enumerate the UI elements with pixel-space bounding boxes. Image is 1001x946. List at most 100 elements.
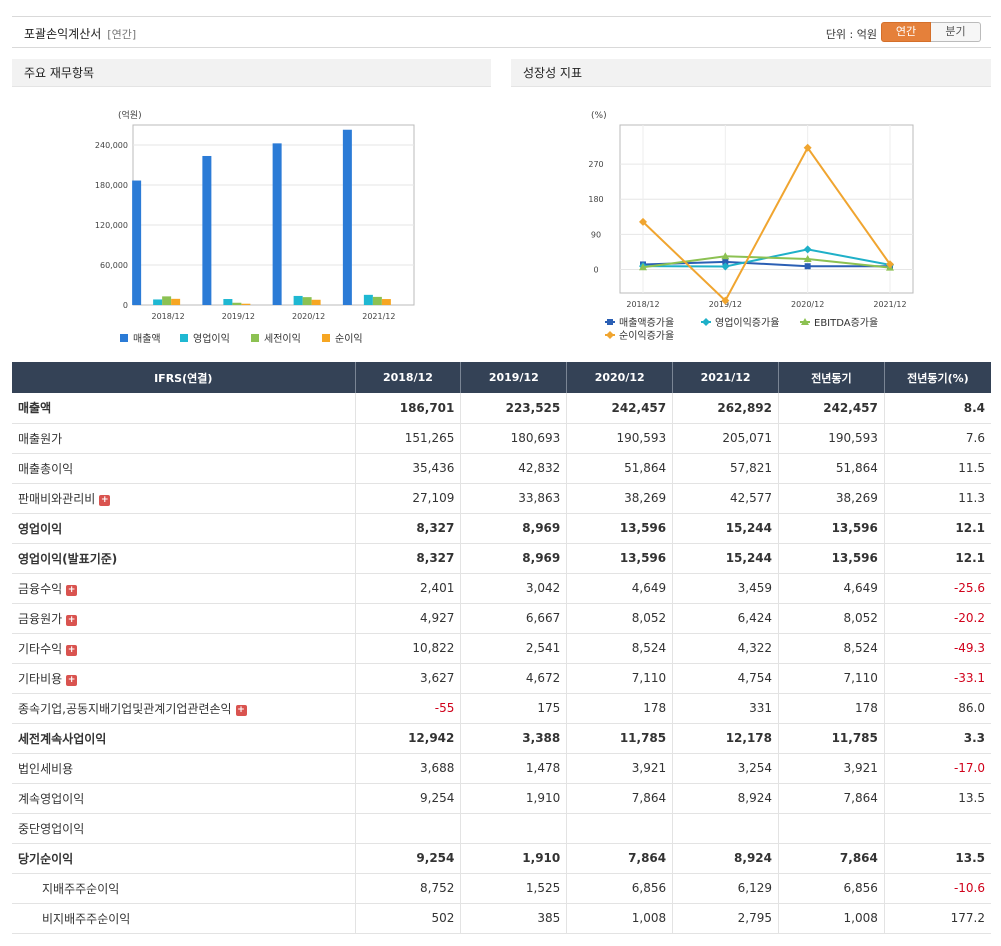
row-label-text: 기타비용	[18, 671, 63, 686]
legend-label: 순이익	[335, 333, 363, 345]
bar	[293, 295, 303, 305]
table-row: 매출액 186,701 223,525 242,457 262,892 242,457 8.…	[12, 393, 991, 424]
table-cell: 190,593	[566, 423, 674, 454]
expand-icon[interactable]: +	[235, 704, 247, 716]
row-label-text: 판매비와관리비	[18, 491, 96, 506]
table-cell	[778, 813, 885, 844]
table-row: 계속영업이익 9,254 1,910 7,864 8,924 7,864 13.5	[12, 783, 991, 814]
column-header: 2018/12	[355, 362, 462, 393]
table-cell: 8,752	[355, 873, 462, 904]
table-cell: 3,921	[566, 753, 674, 784]
expand-icon[interactable]: +	[99, 494, 111, 506]
row-label: 매출총이익	[12, 453, 356, 484]
table-cell: 15,244	[672, 512, 779, 544]
row-label-text: 법인세비용	[18, 761, 74, 776]
legend-label: 영업이익증가율	[715, 316, 779, 329]
table-row: 기타수익 +10,822 2,541 8,524 4,322 8,524 -49.3	[12, 633, 991, 664]
y-tick-label: 240,000	[95, 141, 128, 150]
data-point	[803, 143, 812, 152]
row-label: 지배주주순이익	[12, 873, 356, 904]
bar	[302, 297, 312, 305]
row-label: 법인세비용	[12, 753, 356, 784]
table-cell: 8,052	[566, 603, 674, 634]
table-cell: 7,864	[778, 842, 885, 874]
table-cell: 6,129	[672, 873, 779, 904]
expand-icon[interactable]: +	[66, 644, 78, 656]
bar	[132, 180, 142, 305]
table-cell: 33,863	[460, 483, 568, 514]
table-row: 매출원가 151,265 180,693 190,593 205,071 190,593 7…	[12, 423, 991, 454]
table-cell: 3,688	[355, 753, 462, 784]
table-cell: 3.3	[884, 722, 991, 754]
row-label: 기타수익 +	[12, 633, 356, 664]
period-toggle: 연간 분기	[881, 22, 981, 42]
table-cell	[566, 813, 674, 844]
table-row: 지배주주순이익 8,752 1,525 6,856 6,129 6,856 -10.6	[12, 873, 991, 904]
table-cell: 3,627	[355, 663, 462, 694]
legend-label: 세전이익	[264, 333, 301, 345]
legend-label: 순이익증가율	[619, 330, 674, 342]
table-cell: 331	[672, 693, 779, 724]
table-cell: 4,754	[672, 663, 779, 694]
table-cell: 12,942	[355, 722, 462, 754]
table-cell: 1,008	[778, 903, 885, 934]
bar	[223, 299, 233, 305]
table-cell: 13.5	[884, 783, 991, 814]
legend-swatch	[180, 334, 188, 342]
table-cell: 7,110	[566, 663, 674, 694]
table-cell	[355, 813, 462, 844]
table-cell: 7,110	[778, 663, 885, 694]
table-cell: 8,524	[566, 633, 674, 664]
table-cell: 2,795	[672, 903, 779, 934]
row-label-text: 기타수익	[18, 641, 63, 656]
row-label: 중단영업이익	[12, 813, 356, 844]
row-label: 세전계속사업이익	[12, 722, 356, 754]
data-point	[607, 319, 613, 325]
row-label: 판매비와관리비 +	[12, 483, 356, 514]
table-cell: 4,649	[778, 572, 885, 604]
x-tick-label: 2018/12	[626, 300, 659, 309]
table-cell: -33.1	[884, 663, 991, 694]
tab-quarter[interactable]: 분기	[931, 22, 981, 42]
table-cell: 11,785	[566, 722, 674, 754]
expand-icon[interactable]: +	[66, 674, 78, 686]
bar	[363, 294, 373, 305]
row-label-text: 비지배주주순이익	[42, 911, 131, 926]
expand-icon[interactable]: +	[66, 614, 78, 626]
row-label-text: 계속영업이익	[18, 791, 85, 806]
table-row: 판매비와관리비 +27,109 33,863 38,269 42,577 38,269 11…	[12, 483, 991, 514]
table-cell: 8.4	[884, 393, 991, 424]
table-cell: 35,436	[355, 453, 462, 484]
expand-icon[interactable]: +	[66, 584, 78, 596]
table-cell: 2,401	[355, 572, 462, 604]
table-cell: 6,856	[778, 873, 885, 904]
statement-title: 포괄손익계산서 [연간]	[24, 25, 136, 42]
table-row: 영업이익 8,327 8,969 13,596 15,244 13,596 12.1	[12, 512, 991, 544]
table-cell: 180,693	[460, 423, 568, 454]
table-row: 금융수익 +2,401 3,042 4,649 3,459 4,649 -25.6	[12, 572, 991, 604]
table-cell: -17.0	[884, 753, 991, 784]
table-cell: 8,327	[355, 512, 462, 544]
bar	[381, 299, 391, 305]
table-row: 매출총이익 35,436 42,832 51,864 57,821 51,864 11.5	[12, 453, 991, 484]
table-cell: 8,969	[460, 542, 568, 574]
table-cell: 3,254	[672, 753, 779, 784]
table-cell: 15,244	[672, 542, 779, 574]
row-label-text: 당기순이익	[18, 851, 74, 866]
table-cell: 11,785	[778, 722, 885, 754]
tab-annual[interactable]: 연간	[881, 22, 931, 42]
table-cell: 4,649	[566, 572, 674, 604]
table-header-row: IFRS(연결) 2018/12 2019/12 2020/12 2021/12 전년동기…	[12, 362, 991, 393]
y-tick-label: 0	[593, 266, 598, 275]
table-cell: 13.5	[884, 842, 991, 874]
table-cell: 13,596	[566, 512, 674, 544]
table-cell: 13,596	[566, 542, 674, 574]
table-cell	[884, 813, 991, 844]
table-cell: 151,265	[355, 423, 462, 454]
table-cell: 205,071	[672, 423, 779, 454]
table-cell: -20.2	[884, 603, 991, 634]
table-cell: 8,924	[672, 783, 779, 814]
row-label-text: 중단영업이익	[18, 821, 85, 836]
y-tick-label: 120,000	[95, 221, 128, 230]
bar	[162, 296, 172, 305]
